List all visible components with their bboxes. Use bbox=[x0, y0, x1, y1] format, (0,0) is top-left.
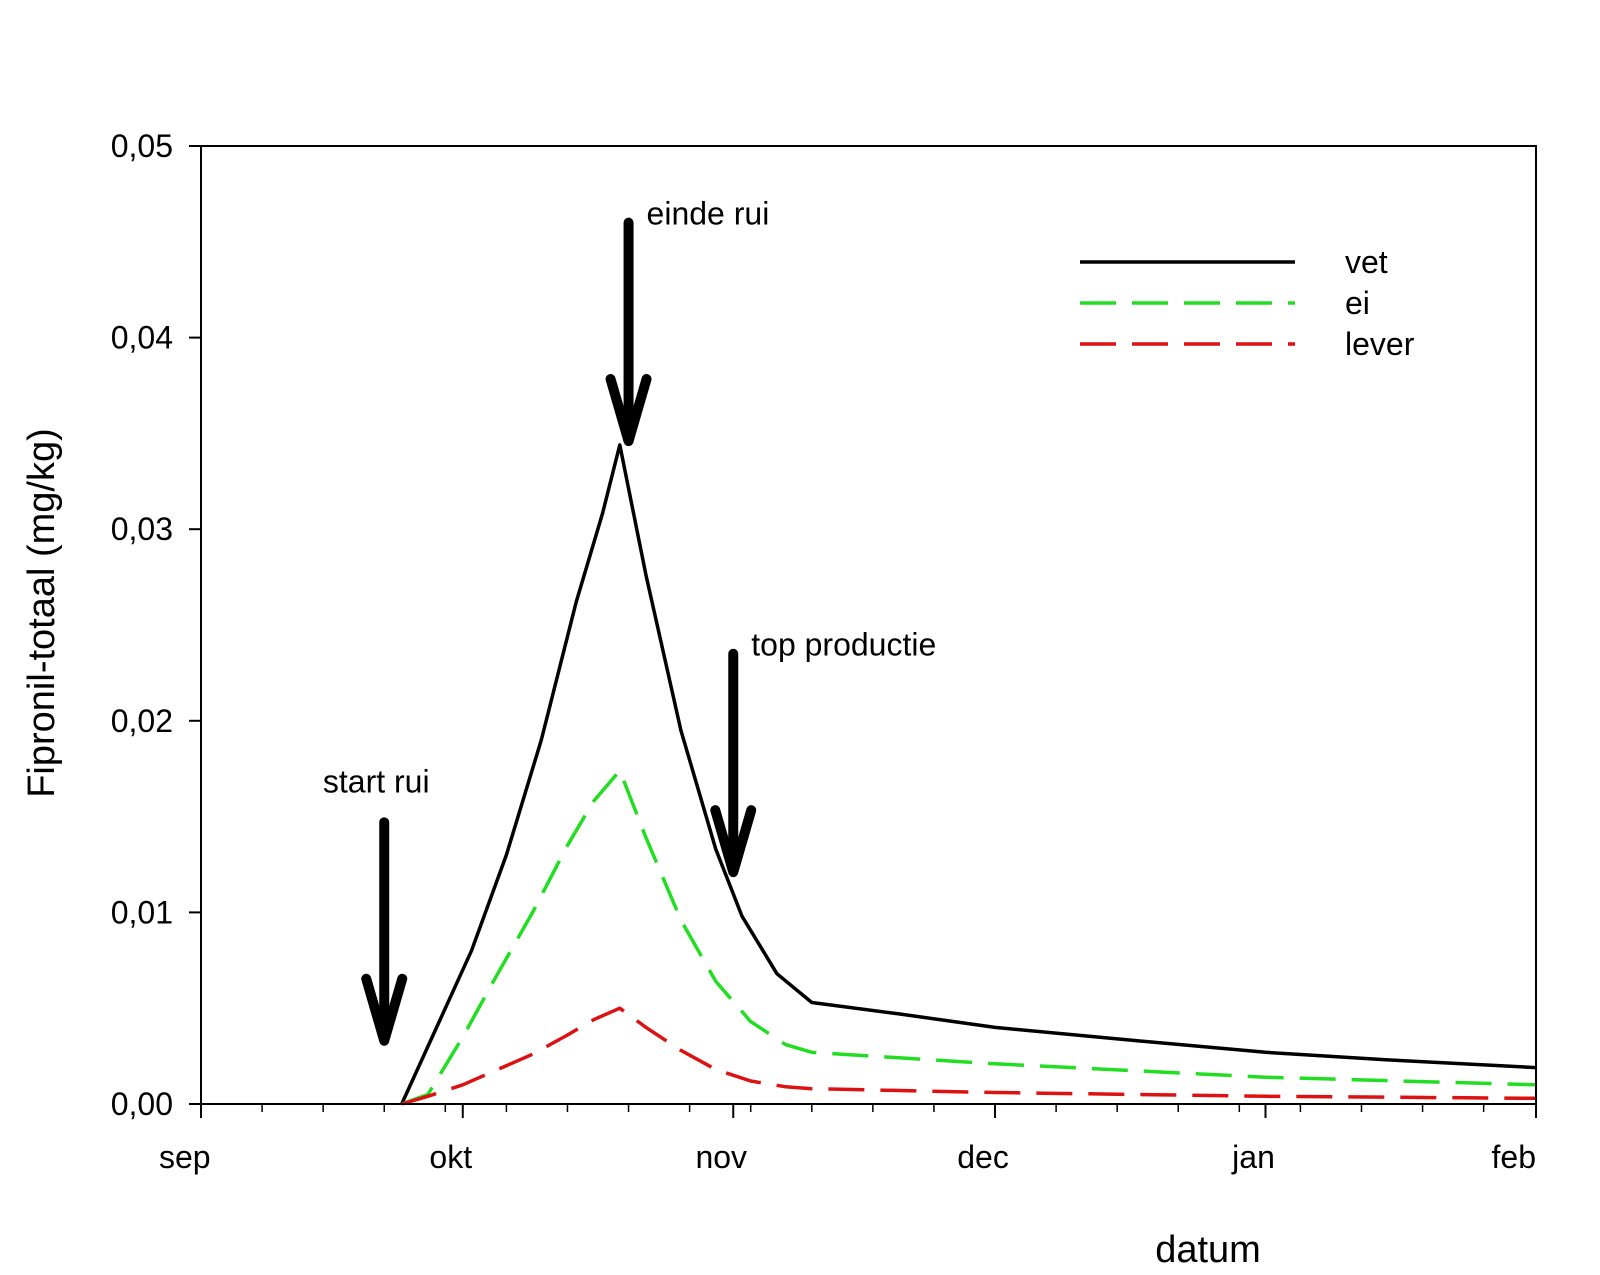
legend: vet ei lever bbox=[1080, 244, 1415, 362]
axes-layer: 0,00 0,01 0,02 0,03 0,04 0,05 sep okt nov dec jan f… bbox=[111, 128, 1537, 1175]
annotation-label-start-rui: start rui bbox=[323, 763, 430, 799]
y-tick-label: 0,05 bbox=[111, 128, 173, 164]
legend-label-vet: vet bbox=[1345, 244, 1388, 280]
y-tick-label: 0,00 bbox=[111, 1086, 173, 1122]
legend-label-lever: lever bbox=[1345, 326, 1415, 362]
annotation-layer: start rui einde rui top productie bbox=[323, 196, 936, 1046]
series-line-vet bbox=[400, 443, 1537, 1105]
legend-label-ei: ei bbox=[1345, 285, 1370, 321]
y-tick-label: 0,04 bbox=[111, 320, 173, 356]
annotation-label-top-productie: top productie bbox=[751, 627, 936, 663]
x-axis-title: datum bbox=[1155, 1229, 1261, 1271]
x-tick-label: okt bbox=[429, 1139, 472, 1175]
series-line-lever bbox=[401, 1006, 1537, 1106]
series-line-ei bbox=[401, 768, 1537, 1106]
x-tick-label: feb bbox=[1492, 1139, 1536, 1175]
annotation-label-einde-rui: einde rui bbox=[647, 196, 770, 232]
y-tick-label: 0,02 bbox=[111, 703, 173, 739]
arrow-head-top-productie bbox=[710, 805, 757, 878]
y-tick-label: 0,03 bbox=[111, 511, 173, 547]
y-tick-label: 0,01 bbox=[111, 894, 173, 930]
arrow-head-einde-rui bbox=[605, 374, 652, 447]
plot-frame bbox=[200, 145, 1537, 1105]
arrow-head-start-rui bbox=[361, 973, 408, 1046]
x-tick-label: nov bbox=[695, 1139, 747, 1175]
x-tick-label: sep bbox=[159, 1139, 211, 1175]
series-layer bbox=[400, 443, 1537, 1106]
x-tick-label: jan bbox=[1231, 1139, 1275, 1175]
x-tick-label: dec bbox=[957, 1139, 1009, 1175]
y-axis-title: Fipronil-totaal (mg/kg) bbox=[21, 428, 63, 798]
